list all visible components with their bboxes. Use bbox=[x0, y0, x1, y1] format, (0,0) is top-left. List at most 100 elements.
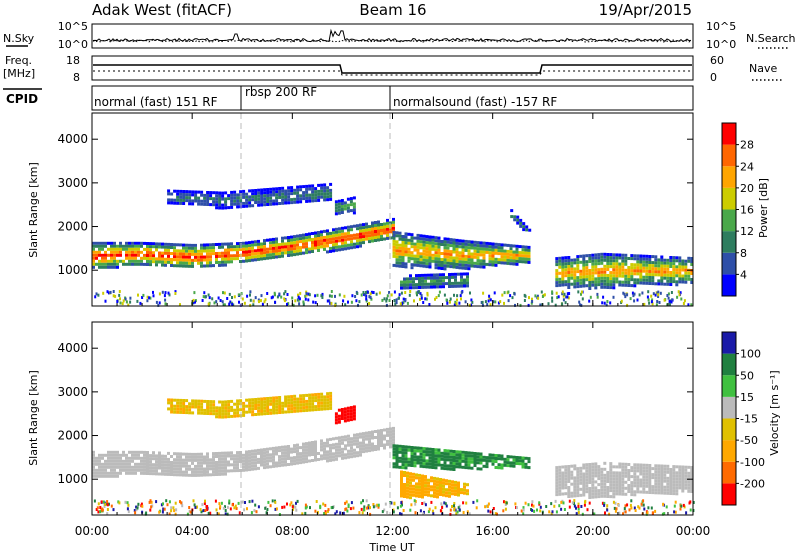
power-colorbar-tick-label: 8 bbox=[740, 247, 747, 260]
power-y-axis-label: Slant Range [km] bbox=[27, 162, 40, 258]
velocity-colorbar-swatch bbox=[722, 332, 736, 354]
power-near-range-noise bbox=[94, 290, 693, 307]
nsky-left-tick-bottom: 10^0 bbox=[58, 38, 88, 51]
time-axis: 00:00 04:00 08:00 12:00 16:00 20:00 00:00 bbox=[75, 113, 711, 538]
velocity-near-range-noise bbox=[93, 499, 695, 516]
velocity-data-layer bbox=[92, 391, 695, 516]
nsky-left-tick-top: 10^5 bbox=[58, 20, 88, 33]
y-tick-label: 4000 bbox=[57, 341, 88, 355]
velocity-colorbar-swatch bbox=[722, 418, 736, 441]
power-colorbar-swatch bbox=[722, 209, 736, 232]
velocity-colorbar-tick-label: -15 bbox=[740, 413, 758, 426]
velocity-colorbar-swatch bbox=[722, 483, 736, 505]
power-data-layer bbox=[92, 182, 694, 307]
velocity-y-axis-label: Slant Range [km] bbox=[27, 370, 40, 466]
nave-label: Nave bbox=[749, 62, 777, 75]
velocity-region-4 bbox=[392, 444, 531, 471]
cpid-mode-3: normalsound (fast) -157 RF bbox=[393, 95, 557, 109]
cpid-mode-2: rbsp 200 RF bbox=[245, 85, 317, 99]
velocity-panel: 1000 2000 3000 4000 Slant Range [km] bbox=[27, 321, 695, 516]
velocity-colorbar-swatch bbox=[722, 396, 736, 419]
x-tick-label: 00:00 bbox=[75, 524, 110, 538]
nsky-label: N.Sky bbox=[3, 32, 35, 45]
y-tick-label: 3000 bbox=[57, 176, 88, 190]
power-colorbar-swatch bbox=[722, 187, 736, 210]
freq-left-tick-bottom: 8 bbox=[73, 71, 80, 84]
power-region-7 bbox=[510, 209, 532, 232]
power-colorbar-swatch bbox=[722, 274, 736, 296]
power-colorbar-tick-label: 4 bbox=[740, 268, 747, 281]
power-colorbar-tick-label: 16 bbox=[740, 204, 754, 217]
cpid-label: CPID bbox=[6, 92, 38, 106]
freq-panel: Freq. [MHz] 18 8 60 0 Nave bbox=[3, 54, 782, 84]
nsky-right-tick-bottom: 10^0 bbox=[706, 38, 736, 51]
nave-right-tick-bottom: 0 bbox=[710, 71, 717, 84]
power-colorbar-tick-label: 20 bbox=[740, 182, 754, 195]
power-colorbar: 4 8 12 16 20 24 28 bbox=[721, 122, 754, 297]
x-tick-label: 20:00 bbox=[576, 524, 611, 538]
y-tick-label: 2000 bbox=[57, 429, 88, 443]
power-region-6 bbox=[555, 252, 694, 290]
power-region-3 bbox=[334, 196, 356, 216]
velocity-colorbar-swatch bbox=[722, 375, 736, 397]
power-colorbar-tick-label: 28 bbox=[740, 139, 754, 152]
power-colorbar-swatch bbox=[722, 123, 736, 145]
velocity-colorbar-swatch bbox=[722, 440, 736, 462]
nsky-right-tick-top: 10^5 bbox=[706, 20, 736, 33]
power-panel: 1000 2000 3000 4000 Slant Range [km] bbox=[27, 112, 694, 307]
cpid-mode-1: normal (fast) 151 RF bbox=[94, 95, 218, 109]
date-label: 19/Apr/2015 bbox=[599, 1, 692, 19]
velocity-region-2 bbox=[167, 391, 333, 419]
velocity-colorbar-tick-label: -100 bbox=[740, 456, 765, 469]
velocity-colorbar-tick-label: 50 bbox=[740, 369, 754, 382]
power-colorbar-swatch bbox=[722, 166, 736, 188]
freq-left-tick-top: 18 bbox=[66, 54, 80, 67]
y-tick-label: 3000 bbox=[57, 385, 88, 399]
nave-right-tick-top: 60 bbox=[710, 54, 724, 67]
velocity-region-3 bbox=[334, 405, 356, 425]
y-tick-label: 2000 bbox=[57, 220, 88, 234]
x-tick-label: 08:00 bbox=[275, 524, 310, 538]
power-colorbar-tick-label: 24 bbox=[740, 160, 754, 173]
nave-trace bbox=[93, 70, 692, 76]
nsearch-trace bbox=[92, 39, 692, 43]
power-colorbar-swatch bbox=[722, 231, 736, 253]
y-tick-label: 4000 bbox=[57, 132, 88, 146]
x-tick-label: 00:00 bbox=[676, 524, 711, 538]
cpid-panel: CPID normal (fast) 151 RF rbsp 200 RF no… bbox=[3, 85, 694, 111]
power-region-5 bbox=[400, 272, 469, 290]
x-tick-label: 16:00 bbox=[475, 524, 510, 538]
velocity-colorbar-swatch bbox=[722, 353, 736, 376]
y-tick-label: 1000 bbox=[57, 263, 88, 277]
velocity-colorbar-tick-label: -50 bbox=[740, 434, 758, 447]
velocity-colorbar-swatch bbox=[722, 461, 736, 484]
nsearch-label: N.Search bbox=[746, 32, 796, 45]
y-tick-label: 1000 bbox=[57, 472, 88, 486]
velocity-colorbar-label: Velocity [m s⁻¹] bbox=[768, 370, 781, 455]
velocity-colorbar-tick-label: -200 bbox=[740, 477, 765, 490]
velocity-region-5 bbox=[400, 470, 469, 500]
freq-label: Freq. bbox=[5, 54, 32, 67]
power-y-axis: 1000 2000 3000 4000 bbox=[57, 132, 693, 277]
power-colorbar-tick-label: 12 bbox=[740, 225, 754, 238]
x-tick-label: 04:00 bbox=[175, 524, 210, 538]
nsky-trace bbox=[92, 28, 692, 43]
freq-unit-label: [MHz] bbox=[3, 67, 35, 80]
velocity-colorbar: -200 -100 -50 -15 15 50 100 bbox=[721, 331, 765, 506]
station-title: Adak West (fitACF) bbox=[92, 1, 232, 19]
frequency-trace bbox=[93, 64, 692, 74]
power-colorbar-swatch bbox=[722, 252, 736, 275]
power-colorbar-swatch bbox=[722, 144, 736, 167]
x-axis-label: Time UT bbox=[368, 541, 414, 554]
velocity-region-1 bbox=[92, 426, 395, 478]
nsky-panel: N.Sky 10^5 10^0 10^5 10^0 N.Search bbox=[3, 20, 796, 51]
beam-label: Beam 16 bbox=[359, 1, 426, 19]
x-tick-label: 12:00 bbox=[375, 524, 410, 538]
velocity-y-axis: 1000 2000 3000 4000 bbox=[57, 341, 693, 486]
power-colorbar-label: Power [dB] bbox=[757, 178, 770, 238]
velocity-colorbar-tick-label: 15 bbox=[740, 391, 754, 404]
velocity-colorbar-tick-label: 100 bbox=[740, 348, 761, 361]
power-region-4 bbox=[392, 230, 531, 271]
velocity-region-6 bbox=[555, 461, 694, 499]
